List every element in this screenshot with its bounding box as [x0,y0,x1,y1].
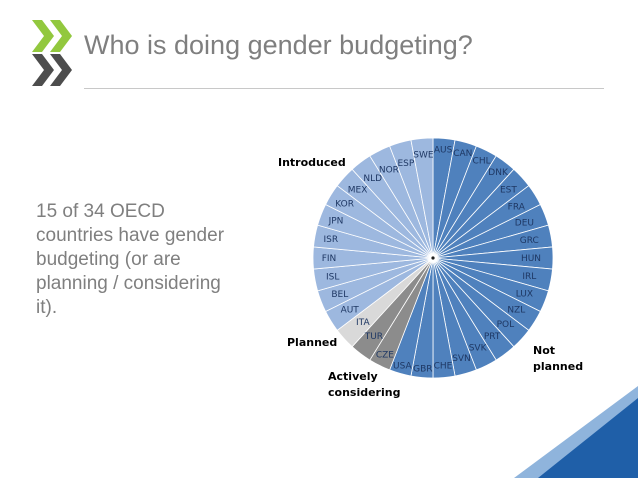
title-divider [84,88,604,89]
pie-label-isr: ISR [323,235,338,245]
logo-chevron-upper-right [50,20,72,52]
pie-label-grc: GRC [520,236,539,246]
group-label-line: Not [533,344,555,357]
pie-label-chl: CHL [473,156,491,166]
group-label-actively-considering: Actively considering [328,370,400,399]
pie-label-prt: PRT [484,332,501,342]
pie-label-isl: ISL [326,273,339,283]
pie-label-che: CHE [434,362,453,372]
pie-label-fin: FIN [322,254,337,264]
pie-label-svk: SVK [469,344,488,354]
pie-label-est: EST [500,185,517,195]
pie-label-nzl: NZL [507,306,525,316]
logo-chevron-lower-right [50,54,72,86]
pie-label-hun: HUN [521,254,541,264]
corner-decoration [514,386,638,478]
pie-label-aut: AUT [341,306,360,316]
pie-label-kor: KOR [335,199,354,209]
pie-label-pol: POL [497,320,515,330]
group-label-line: Planned [287,336,337,349]
group-label-line: Introduced [278,156,346,169]
logo-chevron-upper-left [32,20,54,52]
pie-label-cze: CZE [376,351,394,361]
pie-label-mex: MEX [348,185,368,195]
pie-label-deu: DEU [515,219,534,229]
group-label-line: planned [533,360,583,373]
pie-group-labels: Introduced Planned Actively considering Not p… [278,156,583,399]
pie-slices [312,137,554,379]
group-label-line: Actively [328,370,378,383]
pie-label-can: CAN [453,149,472,159]
corner-dark-wedge [538,398,638,478]
pie-label-nor: NOR [379,165,399,175]
pie-label-usa: USA [393,362,412,372]
logo-chevron-lower-left [32,54,54,86]
page-title: Who is doing gender budgeting? [84,30,473,60]
pie-label-svn: SVN [452,354,471,364]
pie-label-lux: LUX [516,289,533,299]
group-label-introduced: Introduced [278,156,346,169]
pie-label-fra: FRA [508,202,526,212]
pie-label-gbr: GBR [413,365,432,375]
group-label-not-planned: Not planned [533,344,583,373]
oecd-logo [32,20,72,86]
pie-slice-swe [410,137,434,259]
group-label-line: considering [328,386,400,399]
pie-label-aus: AUS [434,146,453,156]
pie-label-tur: TUR [364,332,383,342]
summary-text: 15 of 34 OECD countries have gender budg… [36,201,225,318]
pie-label-dnk: DNK [488,168,509,178]
pie-label-bel: BEL [331,290,348,300]
group-label-planned: Planned [287,336,337,349]
pie-label-swe: SWE [413,150,434,160]
pie-label-ita: ITA [356,318,370,328]
pie-label-esp: ESP [397,159,414,169]
pie-label-irl: IRL [522,272,536,282]
pie-label-nld: NLD [363,174,382,184]
pie-label-jpn: JPN [328,216,344,226]
pie-center-dot [431,256,435,260]
